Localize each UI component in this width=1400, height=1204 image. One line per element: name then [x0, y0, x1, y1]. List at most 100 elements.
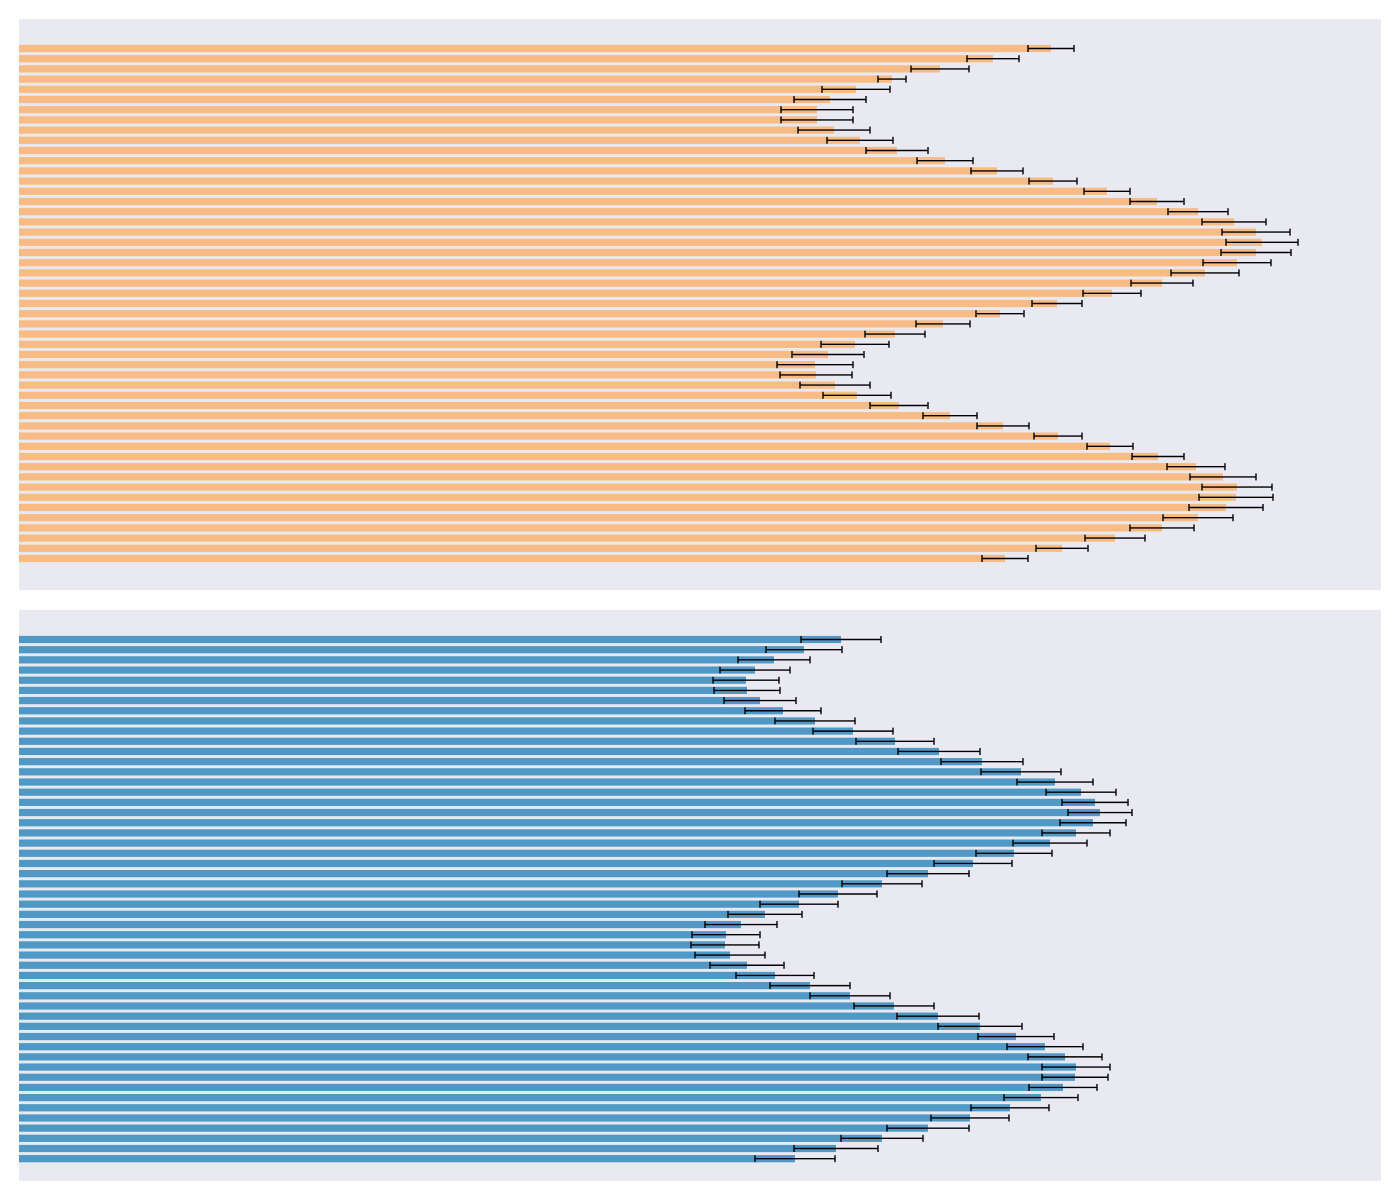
- bar-4: [19, 75, 892, 83]
- bar-49: [19, 534, 1115, 542]
- bar-26: [19, 299, 1057, 308]
- bar-42: [19, 463, 1196, 471]
- bar-49: [19, 1124, 928, 1132]
- bar-16: [19, 197, 1157, 206]
- bar-19: [19, 819, 1093, 827]
- bar-2: [19, 646, 804, 654]
- bar-37: [19, 412, 950, 420]
- bar-14: [19, 768, 1021, 776]
- bar-15: [19, 187, 1107, 195]
- chart-panel-1: [19, 19, 1381, 590]
- bar-39: [19, 1022, 980, 1030]
- bar-39: [19, 432, 1058, 440]
- bar-32: [19, 951, 730, 959]
- bar-33: [19, 371, 816, 379]
- bar-22: [19, 259, 1237, 267]
- bar-15: [19, 778, 1055, 786]
- bar-9: [19, 717, 815, 725]
- bar-40: [19, 1032, 1016, 1041]
- bar-28: [19, 320, 943, 328]
- bar-29: [19, 920, 741, 929]
- bar-31: [19, 350, 828, 359]
- bar-4: [19, 666, 755, 674]
- bar-9: [19, 126, 834, 134]
- bar-1: [19, 44, 1051, 53]
- bar-18: [19, 808, 1100, 817]
- bar-24: [19, 279, 1162, 287]
- bar-50: [19, 1134, 882, 1142]
- bar-48: [19, 1114, 970, 1122]
- bar-41: [19, 452, 1158, 461]
- bar-5: [19, 676, 746, 684]
- bar-38: [19, 1012, 938, 1020]
- bar-27: [19, 900, 799, 908]
- bar-30: [19, 931, 726, 939]
- bar-25: [19, 880, 882, 888]
- bar-5: [19, 85, 856, 93]
- bar-28: [19, 910, 765, 918]
- bar-6: [19, 686, 747, 694]
- bar-13: [19, 167, 997, 175]
- bar-51: [19, 1144, 836, 1153]
- bar-52: [19, 1155, 795, 1163]
- bar-17: [19, 798, 1095, 806]
- bar-23: [19, 859, 973, 868]
- bar-27: [19, 310, 1000, 318]
- bar-3: [19, 656, 774, 664]
- bar-8: [19, 116, 817, 124]
- bar-46: [19, 503, 1226, 512]
- bar-11: [19, 146, 897, 155]
- bar-10: [19, 727, 853, 735]
- bar-48: [19, 524, 1162, 532]
- bar-19: [19, 228, 1256, 236]
- bar-25: [19, 289, 1112, 297]
- bar-37: [19, 1002, 894, 1010]
- bar-12: [19, 747, 939, 756]
- chart-panel-2: [19, 610, 1381, 1181]
- bar-38: [19, 422, 1003, 430]
- bar-20: [19, 238, 1262, 246]
- bar-14: [19, 177, 1053, 185]
- bar-50: [19, 544, 1062, 552]
- bar-17: [19, 208, 1198, 216]
- bar-44: [19, 483, 1237, 491]
- bar-10: [19, 136, 860, 144]
- bar-24: [19, 870, 928, 878]
- bar-36: [19, 401, 899, 410]
- bar-43: [19, 473, 1223, 481]
- bar-31: [19, 941, 725, 949]
- bar-2: [19, 55, 993, 63]
- bar-7: [19, 696, 760, 705]
- bar-21: [19, 839, 1050, 847]
- bar-51: [19, 554, 1005, 563]
- bar-40: [19, 442, 1110, 450]
- bar-30: [19, 340, 855, 348]
- bar-44: [19, 1073, 1075, 1081]
- bar-18: [19, 218, 1234, 226]
- bar-22: [19, 849, 1014, 857]
- bar-7: [19, 106, 817, 114]
- bar-16: [19, 788, 1081, 796]
- bar-8: [19, 707, 783, 715]
- bar-47: [19, 514, 1198, 522]
- bar-32: [19, 361, 815, 369]
- bar-21: [19, 248, 1256, 257]
- bar-35: [19, 391, 857, 399]
- bar-3: [19, 65, 940, 73]
- bar-34: [19, 971, 775, 980]
- bar-35: [19, 982, 810, 990]
- bar-1: [19, 635, 841, 644]
- bar-36: [19, 992, 850, 1000]
- bar-45: [19, 1083, 1063, 1092]
- bar-12: [19, 157, 945, 165]
- bar-45: [19, 493, 1236, 501]
- bar-11: [19, 737, 895, 745]
- bar-6: [19, 95, 830, 104]
- bar-33: [19, 961, 747, 969]
- bar-41: [19, 1043, 1045, 1051]
- bar-26: [19, 890, 838, 898]
- bar-23: [19, 269, 1205, 277]
- bar-46: [19, 1094, 1041, 1102]
